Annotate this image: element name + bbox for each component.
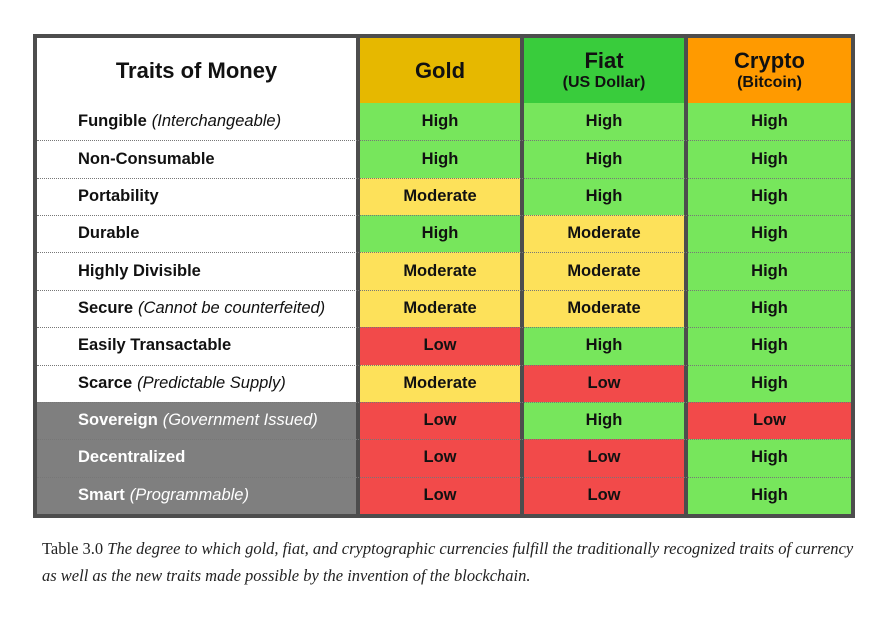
trait-name: Sovereign — [78, 411, 158, 430]
rating-cell: High — [524, 140, 684, 178]
row-separator — [37, 289, 851, 291]
trait-label: Easily Transactable — [37, 327, 356, 365]
rating-cell: High — [524, 177, 684, 216]
trait-note: (Programmable) — [129, 485, 249, 504]
trait-name: Smart — [78, 485, 125, 504]
trait-label: Decentralized — [37, 439, 356, 477]
column-header-crypto-sub: (Bitcoin) — [737, 74, 802, 92]
trait-label: Sovereign (Government Issued) — [37, 401, 356, 440]
rating-cell: Low — [688, 401, 851, 440]
rating-cell: High — [688, 103, 851, 141]
rating-cell: Moderate — [524, 289, 684, 328]
trait-label: Non-Consumable — [37, 140, 356, 178]
rating-cell: High — [524, 401, 684, 440]
rating-cell: High — [360, 140, 520, 178]
caption-label: Table 3.0 — [42, 539, 104, 558]
row-separator — [37, 252, 851, 254]
trait-name: Secure — [78, 298, 134, 317]
rating-cell: High — [688, 289, 851, 328]
rating-cell: High — [688, 364, 851, 402]
rating-cell: Low — [360, 401, 520, 440]
rating-cell: High — [360, 103, 520, 141]
rating-cell: Low — [524, 364, 684, 402]
rating-cell: High — [360, 215, 520, 253]
column-header-fiat-name: Fiat — [584, 48, 624, 74]
rating-cell: High — [688, 252, 851, 290]
table-title: Traits of Money — [37, 38, 356, 103]
trait-name: Durable — [78, 224, 140, 243]
trait-name: Non-Consumable — [78, 149, 215, 168]
row-separator — [37, 364, 851, 366]
trait-note: (Predictable Supply) — [137, 373, 286, 392]
rating-cell: Low — [360, 476, 520, 514]
trait-label: Highly Divisible — [37, 252, 356, 290]
trait-name: Fungible — [78, 112, 147, 131]
rating-cell: Low — [360, 327, 520, 365]
trait-note: (Government Issued) — [162, 411, 318, 430]
rating-cell: High — [688, 439, 851, 477]
rating-cell: Moderate — [360, 252, 520, 290]
trait-label: Secure (Cannot be counterfeited) — [37, 289, 356, 328]
row-separator — [37, 401, 851, 403]
rating-cell: High — [524, 103, 684, 141]
rating-cell: Moderate — [360, 289, 520, 328]
rating-cell: Low — [524, 439, 684, 477]
rating-cell: Low — [524, 476, 684, 514]
row-separator — [37, 439, 851, 441]
rating-cell: Moderate — [524, 215, 684, 253]
row-separator — [37, 177, 851, 179]
trait-note: (Cannot be counterfeited) — [138, 298, 326, 317]
trait-label: Portability — [37, 177, 356, 216]
trait-label: Scarce (Predictable Supply) — [37, 364, 356, 402]
column-header-gold: Gold — [360, 38, 520, 103]
trait-label: Durable — [37, 215, 356, 253]
table-caption: Table 3.0 The degree to which gold, fiat… — [42, 535, 862, 589]
column-header-fiat: Fiat (US Dollar) — [524, 38, 684, 103]
trait-name: Scarce — [78, 373, 133, 392]
rating-cell: High — [688, 215, 851, 253]
rating-cell: High — [524, 327, 684, 365]
column-header-crypto: Crypto (Bitcoin) — [688, 38, 851, 103]
rating-cell: High — [688, 476, 851, 514]
rating-cell: Moderate — [360, 364, 520, 402]
rating-cell: High — [688, 140, 851, 178]
row-separator — [37, 215, 851, 217]
rating-cell: High — [688, 177, 851, 216]
rating-cell: Moderate — [360, 177, 520, 216]
rating-cell: High — [688, 327, 851, 365]
row-separator — [37, 476, 851, 478]
column-header-fiat-sub: (US Dollar) — [562, 74, 646, 92]
traits-of-money-table: Traits of Money Gold Fiat (US Dollar) Cr… — [33, 34, 855, 518]
column-header-gold-name: Gold — [414, 57, 466, 83]
rating-cell: Low — [360, 439, 520, 477]
trait-note: (Interchangeable) — [151, 112, 282, 131]
column-header-crypto-name: Crypto — [734, 48, 805, 74]
trait-name: Easily Transactable — [78, 336, 232, 355]
trait-label: Fungible (Interchangeable) — [37, 103, 356, 141]
row-separator — [37, 140, 851, 142]
caption-text: The degree to which gold, fiat, and cryp… — [42, 539, 854, 585]
trait-name: Decentralized — [78, 448, 186, 467]
row-separator — [37, 327, 851, 329]
trait-label: Smart (Programmable) — [37, 476, 356, 514]
trait-name: Portability — [78, 186, 159, 205]
rating-cell: Moderate — [524, 252, 684, 290]
trait-name: Highly Divisible — [78, 261, 201, 280]
